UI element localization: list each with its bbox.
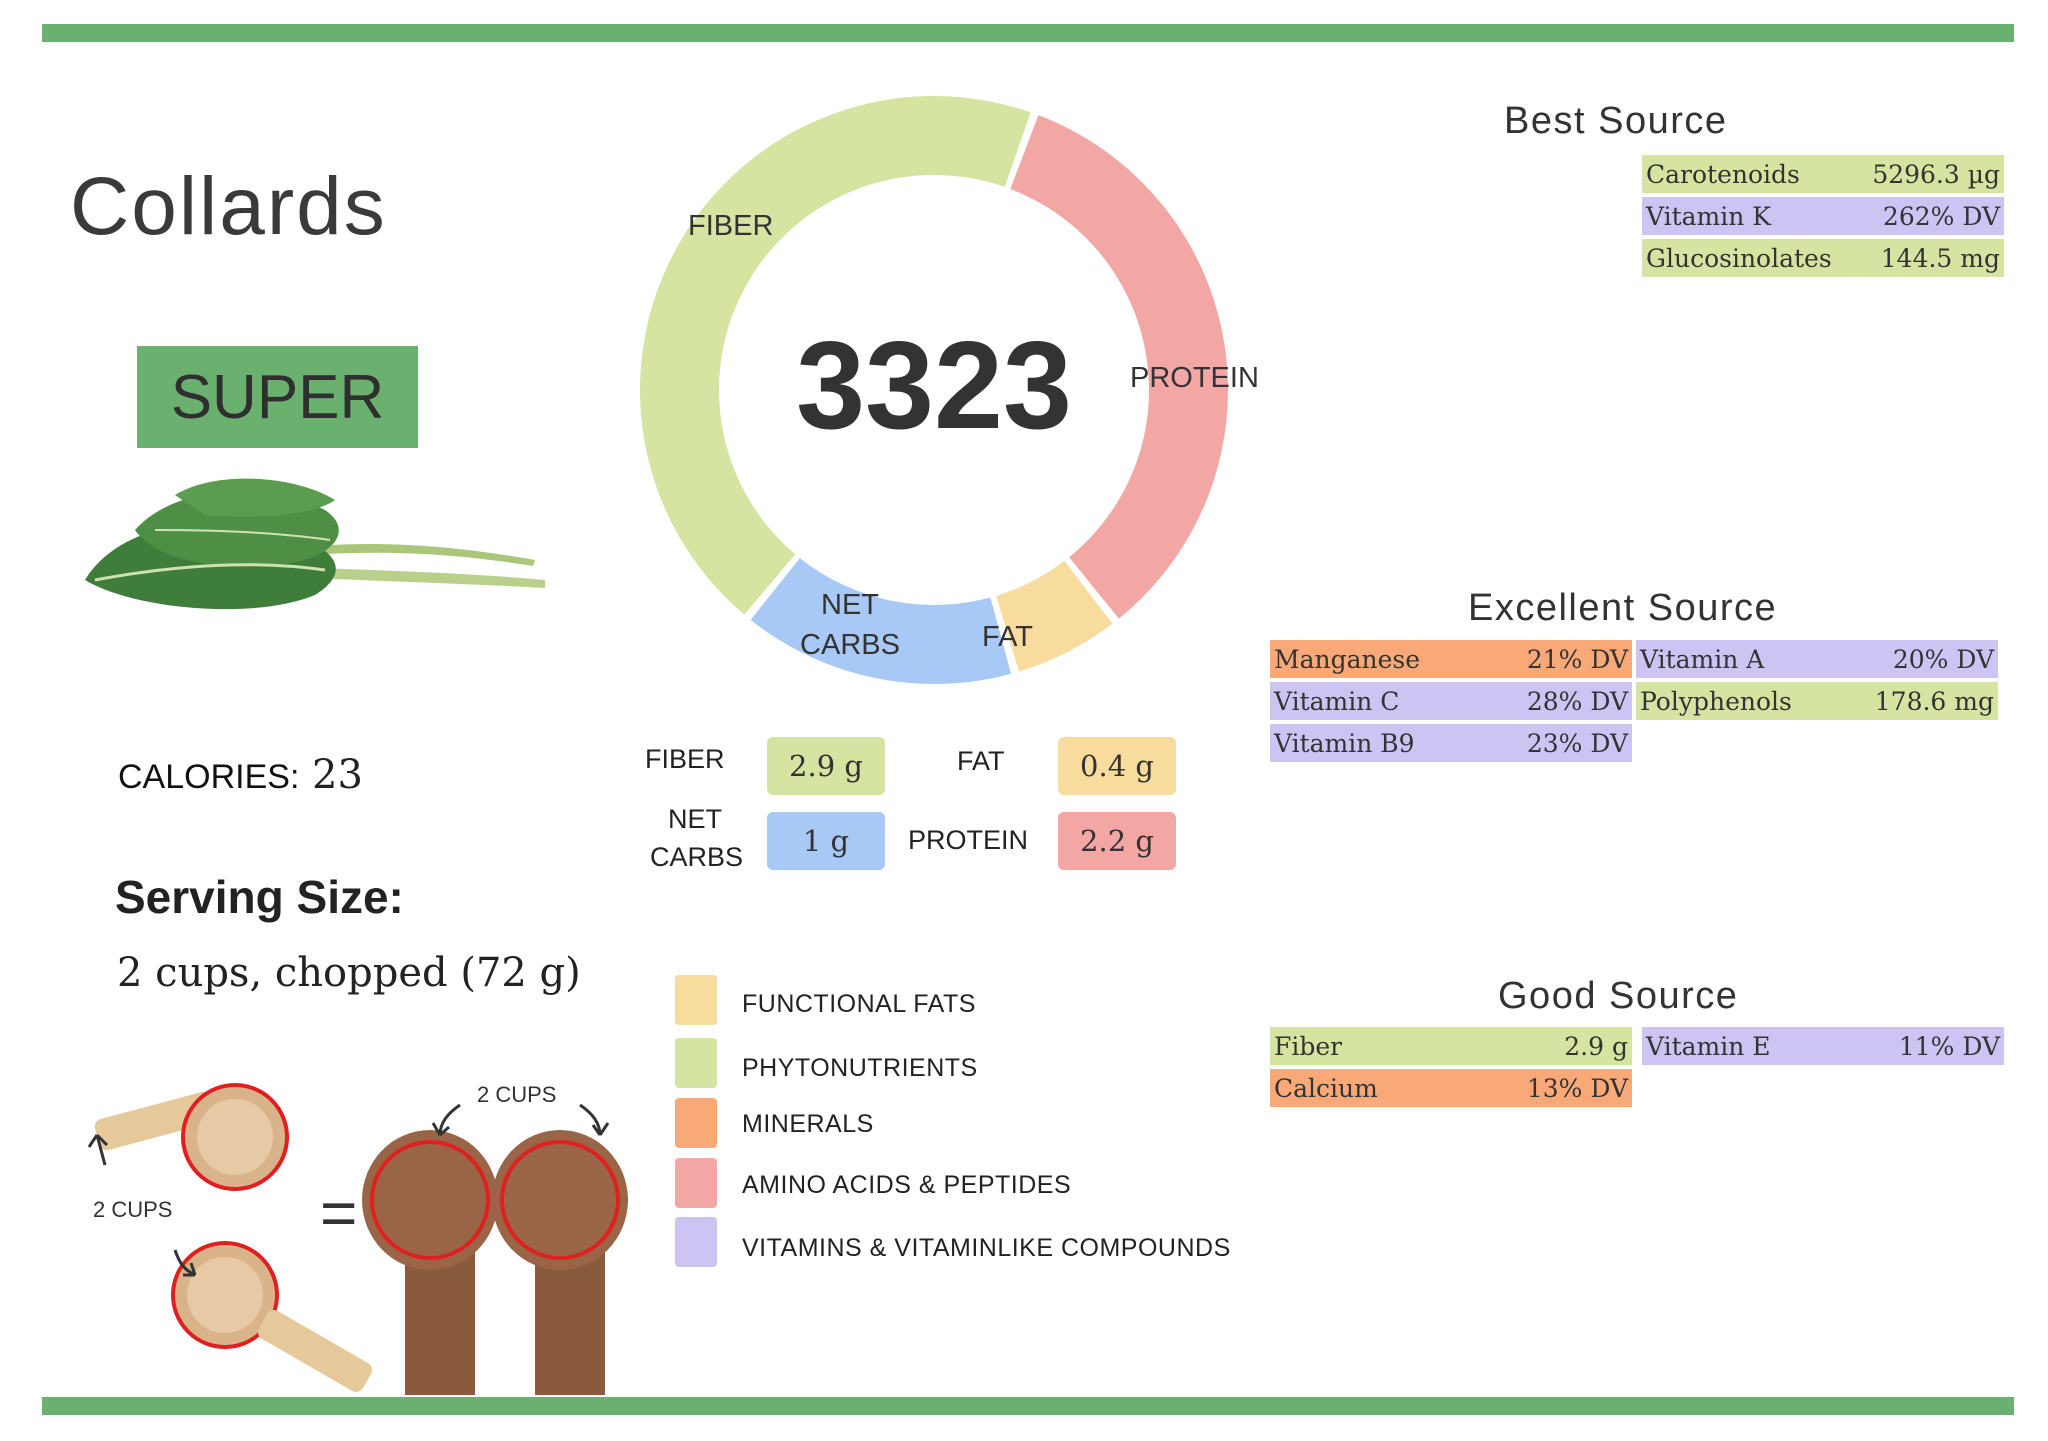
segment-label-fiber: FIBER (688, 210, 774, 242)
macro-label-net: NET (668, 804, 722, 834)
segment-label-carbs: CARBS (800, 629, 900, 661)
legend-swatch-amino-acids (675, 1158, 717, 1208)
legend-swatch-minerals (675, 1098, 717, 1148)
donut-center-value: 3323 (796, 317, 1072, 455)
serving-size-title: Serving Size: (115, 871, 404, 923)
macro-donut-chart (640, 96, 1228, 684)
nutrient-name: Calcium (1274, 1073, 1378, 1103)
nutrient-value: 2.9 g (1564, 1031, 1628, 1061)
segment-label-net: NET (821, 589, 879, 621)
measuring-cup-handle-top (94, 1091, 216, 1151)
legend-label-functional-fats: FUNCTIONAL FATS (742, 990, 976, 1018)
nutrient-value: 13% DV (1526, 1073, 1628, 1103)
nutrient-value: 262% DV (1882, 201, 2000, 231)
nutrient-value: 21% DV (1526, 644, 1628, 674)
donut-slice-net-carbs (750, 558, 1012, 684)
nutrient-value: 144.5 mg (1880, 243, 2000, 273)
nutrient-value: 23% DV (1526, 728, 1628, 758)
donut-slice-protein (1010, 115, 1228, 619)
fist-right (492, 1130, 628, 1270)
macro-label-carbs: CARBS (650, 842, 744, 872)
macro-label-fiber: FIBER (645, 744, 725, 774)
nutrient-name: Vitamin B9 (1274, 728, 1415, 758)
segment-label-net-carbs: NET CARBS (800, 585, 900, 665)
nutrient-value: 5296.3 µg (1872, 159, 2000, 189)
nutrient-name: Glucosinolates (1646, 243, 1832, 273)
best-source-row: Vitamin K 262% DV (1642, 197, 2004, 235)
excellent-source-row: Vitamin B9 23% DV (1270, 724, 1632, 762)
nutrient-value: 28% DV (1526, 686, 1628, 716)
nutrient-name: Vitamin K (1646, 201, 1771, 231)
nutrient-name: Carotenoids (1646, 159, 1800, 189)
excellent-source-row: Vitamin C 28% DV (1270, 682, 1632, 720)
macro-value-fat: 0.4 g (1058, 737, 1176, 795)
excellent-source-row: Polyphenols 178.6 mg (1636, 682, 1998, 720)
nutrient-name: Vitamin A (1640, 644, 1765, 674)
macro-value-net-carbs: 1 g (767, 812, 885, 870)
nutrient-name: Vitamin C (1274, 686, 1400, 716)
serving-illustration: = (87, 1083, 628, 1395)
good-source-row: Fiber 2.9 g (1270, 1027, 1632, 1065)
nutrient-value: 178.6 mg (1874, 686, 1994, 716)
calories-value: 23 (312, 752, 363, 798)
best-source-row: Carotenoids 5296.3 µg (1642, 155, 2004, 193)
cups-label-left: 2 CUPS (93, 1197, 173, 1222)
legend-swatch-functional-fats (675, 975, 717, 1025)
good-source-row: Vitamin E 11% DV (1642, 1027, 2004, 1065)
nutrient-name: Manganese (1274, 644, 1421, 674)
food-title: Collards (70, 161, 387, 252)
equals-sign: = (320, 1177, 357, 1249)
macro-value-protein: 2.2 g (1058, 812, 1176, 870)
macro-label-fat: FAT (957, 746, 1005, 776)
legend-label-phytonutrients: PHYTONUTRIENTS (742, 1054, 978, 1082)
serving-size-value: 2 cups, chopped (72 g) (117, 950, 581, 996)
measuring-cup-handle-bottom (257, 1310, 373, 1392)
donut-slice-fat (996, 560, 1113, 672)
top-border-bar (42, 24, 2014, 42)
excellent-source-row: Vitamin A 20% DV (1636, 640, 1998, 678)
nutrient-name: Vitamin E (1646, 1031, 1771, 1061)
legend-swatch-vitamins (675, 1217, 717, 1267)
cups-label-top: 2 CUPS (477, 1082, 557, 1107)
donut-slice-fiber (640, 96, 1031, 615)
fist-left (362, 1130, 498, 1270)
collard-leaves-image (85, 478, 545, 610)
nutrient-name: Fiber (1274, 1031, 1343, 1061)
macro-label-protein: PROTEIN (908, 825, 1029, 855)
super-badge: SUPER (137, 346, 418, 448)
macro-value-fiber: 2.9 g (767, 737, 885, 795)
segment-label-fat: FAT (982, 621, 1034, 653)
legend-label-vitamins: VITAMINS & VITAMINLIKE COMPOUNDS (742, 1234, 1231, 1262)
best-source-title: Best Source (1504, 100, 1728, 142)
legend-swatch-phytonutrients (675, 1038, 717, 1088)
best-source-row: Glucosinolates 144.5 mg (1642, 239, 2004, 277)
good-source-title: Good Source (1498, 975, 1739, 1017)
calories-label: CALORIES: (118, 758, 300, 796)
good-source-row: Calcium 13% DV (1270, 1069, 1632, 1107)
nutrient-name: Polyphenols (1640, 686, 1792, 716)
legend-label-minerals: MINERALS (742, 1110, 874, 1138)
macro-label-net-carbs: NET CARBS (650, 800, 744, 876)
segment-label-protein: PROTEIN (1130, 362, 1259, 394)
nutrient-value: 20% DV (1892, 644, 1994, 674)
excellent-source-title: Excellent Source (1468, 587, 1778, 629)
bottom-border-bar (42, 1397, 2014, 1415)
legend-label-amino-acids: AMINO ACIDS & PEPTIDES (742, 1171, 1072, 1199)
excellent-source-row: Manganese 21% DV (1270, 640, 1632, 678)
nutrient-value: 11% DV (1898, 1031, 2000, 1061)
